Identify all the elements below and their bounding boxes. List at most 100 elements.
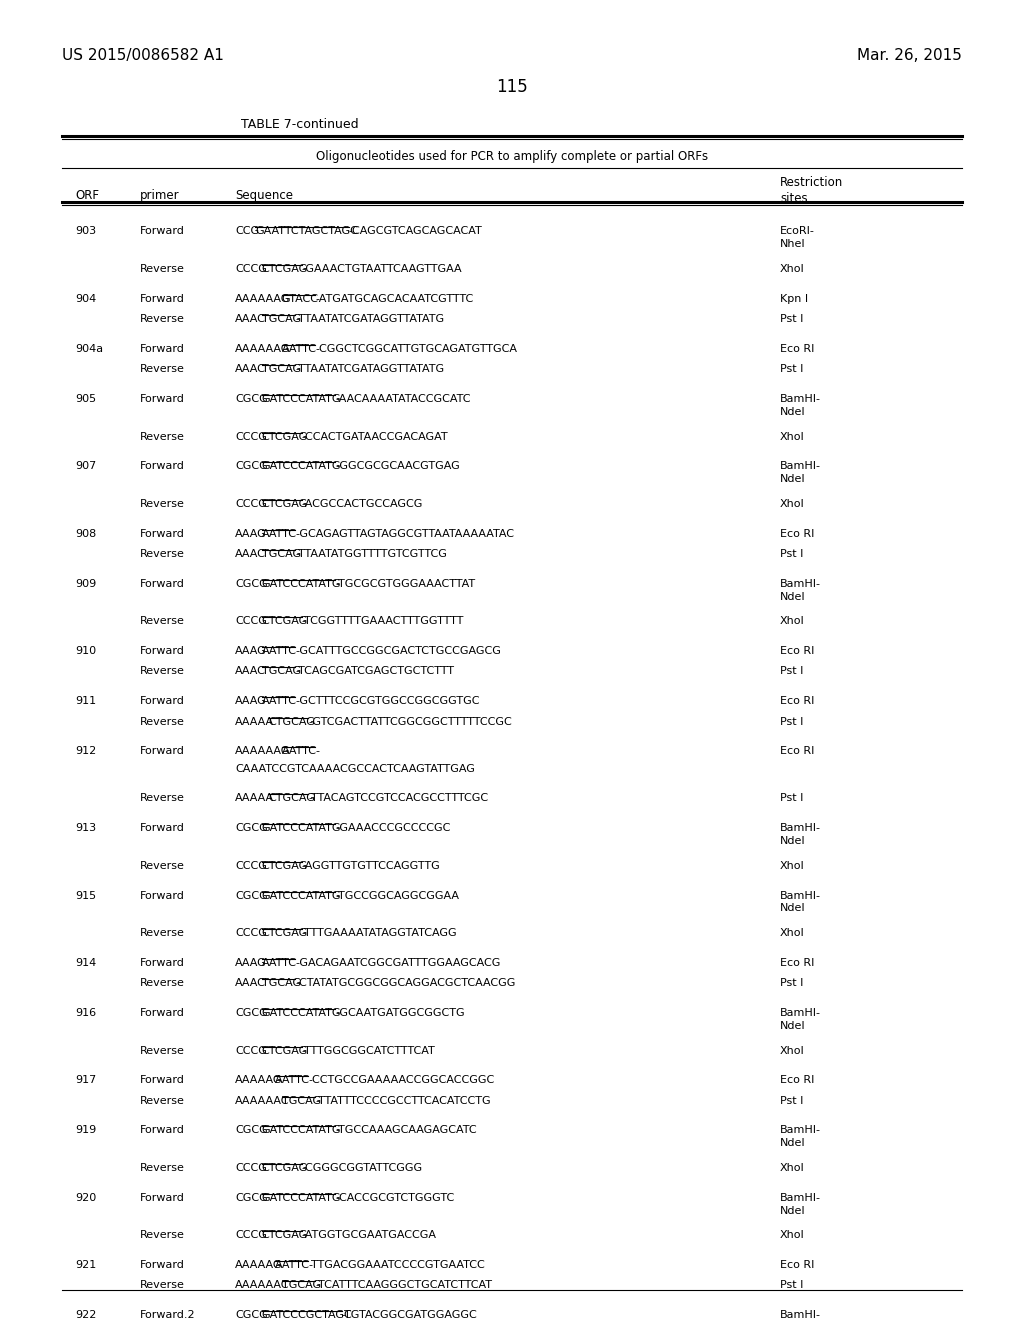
Text: XhoI: XhoI <box>780 264 805 275</box>
Text: Pst I: Pst I <box>780 1096 804 1106</box>
Text: XhoI: XhoI <box>780 499 805 510</box>
Text: XhoI: XhoI <box>780 432 805 442</box>
Text: Reverse: Reverse <box>140 1230 185 1241</box>
Text: GATCCCATATG: GATCCCATATG <box>262 395 341 404</box>
Text: Forward: Forward <box>140 529 185 539</box>
Text: ORF: ORF <box>75 189 99 202</box>
Text: Pst I: Pst I <box>780 978 804 989</box>
Text: 904a: 904a <box>75 345 103 354</box>
Text: -TCGGTTTTGAAACTTTGGTTTT: -TCGGTTTTGAAACTTTGGTTTT <box>302 616 464 627</box>
Text: Pst I: Pst I <box>780 549 804 560</box>
Text: Eco RI: Eco RI <box>780 647 814 656</box>
Text: Forward: Forward <box>140 958 185 968</box>
Text: Reverse: Reverse <box>140 667 185 676</box>
Text: AAAG: AAAG <box>234 529 266 539</box>
Text: CTCGAG: CTCGAG <box>262 1045 308 1056</box>
Text: GAATTCTAGCTAGC: GAATTCTAGCTAGC <box>255 227 358 236</box>
Text: AAAAAAG: AAAAAAG <box>234 294 291 304</box>
Text: Forward: Forward <box>140 462 185 471</box>
Text: CTCGAG: CTCGAG <box>262 499 308 510</box>
Text: TGCAG: TGCAG <box>262 549 301 560</box>
Text: Forward: Forward <box>140 294 185 304</box>
Text: 920: 920 <box>75 1193 96 1203</box>
Text: -GAAACTGTAATTCAAGTTGAA: -GAAACTGTAATTCAAGTTGAA <box>302 264 463 275</box>
Text: CTCGAG: CTCGAG <box>262 432 308 442</box>
Text: BamHI-
NdeI: BamHI- NdeI <box>780 579 821 602</box>
Text: XhoI: XhoI <box>780 1045 805 1056</box>
Text: AATTC: AATTC <box>275 1261 310 1270</box>
Text: -GCATTTGCCGGCGACTCTGCCGAGCG: -GCATTTGCCGGCGACTCTGCCGAGCG <box>295 647 501 656</box>
Text: AATTC: AATTC <box>282 746 316 756</box>
Text: Reverse: Reverse <box>140 1096 185 1106</box>
Text: Reverse: Reverse <box>140 861 185 871</box>
Text: -TTAATATGGTTTTGTCGTTCG: -TTAATATGGTTTTGTCGTTCG <box>295 549 446 560</box>
Text: Eco RI: Eco RI <box>780 529 814 539</box>
Text: Reverse: Reverse <box>140 264 185 275</box>
Text: CCCG: CCCG <box>234 616 267 627</box>
Text: -TGCGCGTGGGAAACTTAT: -TGCGCGTGGGAAACTTAT <box>335 579 475 589</box>
Text: Reverse: Reverse <box>140 314 185 325</box>
Text: CTGCAG: CTGCAG <box>268 793 315 804</box>
Text: Reverse: Reverse <box>140 793 185 804</box>
Text: -GAAACCCGCCCCGC: -GAAACCCGCCCCGC <box>335 824 451 833</box>
Text: BamHI-
NdeI: BamHI- NdeI <box>780 462 821 484</box>
Text: CTCGAG: CTCGAG <box>262 861 308 871</box>
Text: Pst I: Pst I <box>780 667 804 676</box>
Text: -TGCCGGCAGGCGGAA: -TGCCGGCAGGCGGAA <box>335 891 459 900</box>
Text: 910: 910 <box>75 647 96 656</box>
Text: Kpn I: Kpn I <box>780 294 808 304</box>
Text: AAAAAAC: AAAAAAC <box>234 1280 290 1291</box>
Text: AATTC: AATTC <box>262 958 297 968</box>
Text: Pst I: Pst I <box>780 364 804 375</box>
Text: Reverse: Reverse <box>140 1163 185 1173</box>
Text: Forward: Forward <box>140 696 185 706</box>
Text: -CGGCTCGGCATTGTGCAGATGTTGCA: -CGGCTCGGCATTGTGCAGATGTTGCA <box>315 345 517 354</box>
Text: 915: 915 <box>75 891 96 900</box>
Text: 921: 921 <box>75 1261 96 1270</box>
Text: Eco RI: Eco RI <box>780 958 814 968</box>
Text: Reverse: Reverse <box>140 364 185 375</box>
Text: AAAAAG: AAAAAG <box>234 1261 283 1270</box>
Text: -ATGGTGCGAATGACCGA: -ATGGTGCGAATGACCGA <box>302 1230 437 1241</box>
Text: CCCG: CCCG <box>234 499 267 510</box>
Text: TGCAG: TGCAG <box>282 1096 321 1106</box>
Text: BamHI-
NdeI: BamHI- NdeI <box>780 1193 821 1216</box>
Text: -TTTGGCGGCATCTTTCAT: -TTTGGCGGCATCTTTCAT <box>302 1045 435 1056</box>
Text: -GGCGCGCAACGTGAG: -GGCGCGCAACGTGAG <box>335 462 460 471</box>
Text: CCCG: CCCG <box>234 432 267 442</box>
Text: AAAC: AAAC <box>234 364 266 375</box>
Text: CCG: CCG <box>234 227 259 236</box>
Text: AAAAA: AAAAA <box>234 717 274 726</box>
Text: GATCCCGCTAGC: GATCCCGCTAGC <box>262 1311 352 1320</box>
Text: -TTAATATCGATAGGTTATATG: -TTAATATCGATAGGTTATATG <box>295 364 444 375</box>
Text: Pst I: Pst I <box>780 793 804 804</box>
Text: Forward: Forward <box>140 824 185 833</box>
Text: 905: 905 <box>75 395 96 404</box>
Text: Eco RI: Eco RI <box>780 1076 814 1085</box>
Text: Reverse: Reverse <box>140 616 185 627</box>
Text: -ACGCCACTGCCAGCG: -ACGCCACTGCCAGCG <box>302 499 423 510</box>
Text: -TCATTTCAAGGGCTGCATCTTCAT: -TCATTTCAAGGGCTGCATCTTCAT <box>315 1280 493 1291</box>
Text: CCCG: CCCG <box>234 928 267 939</box>
Text: -: - <box>315 746 319 756</box>
Text: BamHI-
NheI: BamHI- NheI <box>780 1311 821 1320</box>
Text: AAAC: AAAC <box>234 549 266 560</box>
Text: AAAG: AAAG <box>234 647 266 656</box>
Text: CTGCAG: CTGCAG <box>268 717 315 726</box>
Text: EcoRI-
NheI: EcoRI- NheI <box>780 227 815 249</box>
Text: 908: 908 <box>75 529 96 539</box>
Text: Eco RI: Eco RI <box>780 345 814 354</box>
Text: -ATGATGCAGCACAATCGTTTC: -ATGATGCAGCACAATCGTTTC <box>315 294 473 304</box>
Text: CCCG: CCCG <box>234 1045 267 1056</box>
Text: 913: 913 <box>75 824 96 833</box>
Text: XhoI: XhoI <box>780 1163 805 1173</box>
Text: Forward: Forward <box>140 395 185 404</box>
Text: Eco RI: Eco RI <box>780 696 814 706</box>
Text: CGCG: CGCG <box>234 462 267 471</box>
Text: GATCCCATATG: GATCCCATATG <box>262 1008 341 1018</box>
Text: CGCG: CGCG <box>234 1126 267 1135</box>
Text: TGCAG: TGCAG <box>262 978 301 989</box>
Text: -AGGTTGTGTTCCAGGTTG: -AGGTTGTGTTCCAGGTTG <box>302 861 440 871</box>
Text: Reverse: Reverse <box>140 717 185 726</box>
Text: CCCG: CCCG <box>234 1163 267 1173</box>
